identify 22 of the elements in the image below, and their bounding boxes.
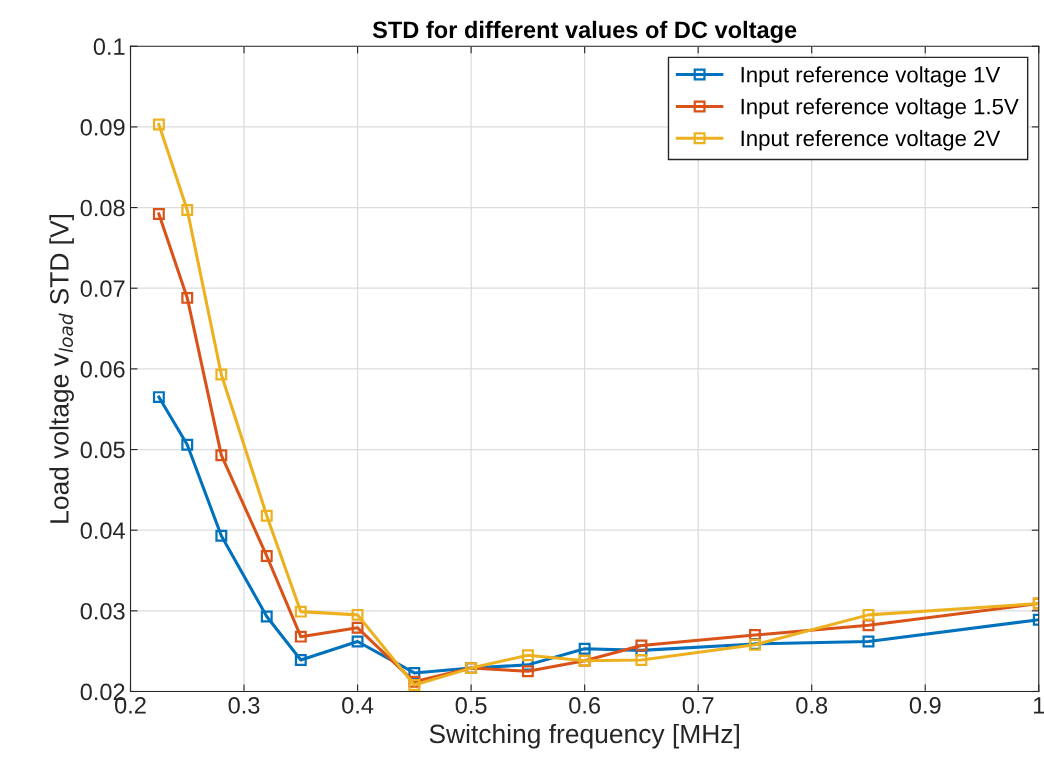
x-tick-label: 1: [1034, 697, 1044, 714]
x-tick-label: 0.6: [569, 696, 601, 714]
y-tick-label: 0.09: [80, 118, 125, 136]
x-tick-label: 0.4: [342, 696, 374, 714]
y-tick-label: 0.08: [80, 199, 125, 217]
y-tick-label: 0.06: [80, 360, 125, 378]
x-tick-label: 0.8: [796, 696, 828, 714]
x-tick-label: 0.7: [682, 696, 714, 714]
x-tick-label: 0.5: [455, 696, 487, 714]
y-tick-label: 0.1: [93, 38, 125, 56]
legend-label: Input reference voltage 1.5V: [741, 98, 1019, 119]
y-axis-title: Load voltage v$_{load}$ STD [V]: [49, 214, 74, 523]
x-axis-title: Switching frequency [MHz]: [429, 723, 739, 749]
x-tick-label: 0.9: [909, 696, 941, 714]
legend-label: Input reference voltage 1V: [741, 66, 1001, 87]
x-tick-label: 0.3: [228, 696, 260, 714]
y-tick-label: 0.07: [80, 280, 125, 298]
y-tick-label: 0.05: [80, 441, 125, 459]
legend-label: Input reference voltage 2V: [741, 129, 1001, 151]
y-tick-label: 0.04: [80, 522, 125, 539]
y-tick-label: 0.03: [80, 602, 125, 620]
chart-title: STD for different values of DC voltage: [372, 20, 797, 43]
